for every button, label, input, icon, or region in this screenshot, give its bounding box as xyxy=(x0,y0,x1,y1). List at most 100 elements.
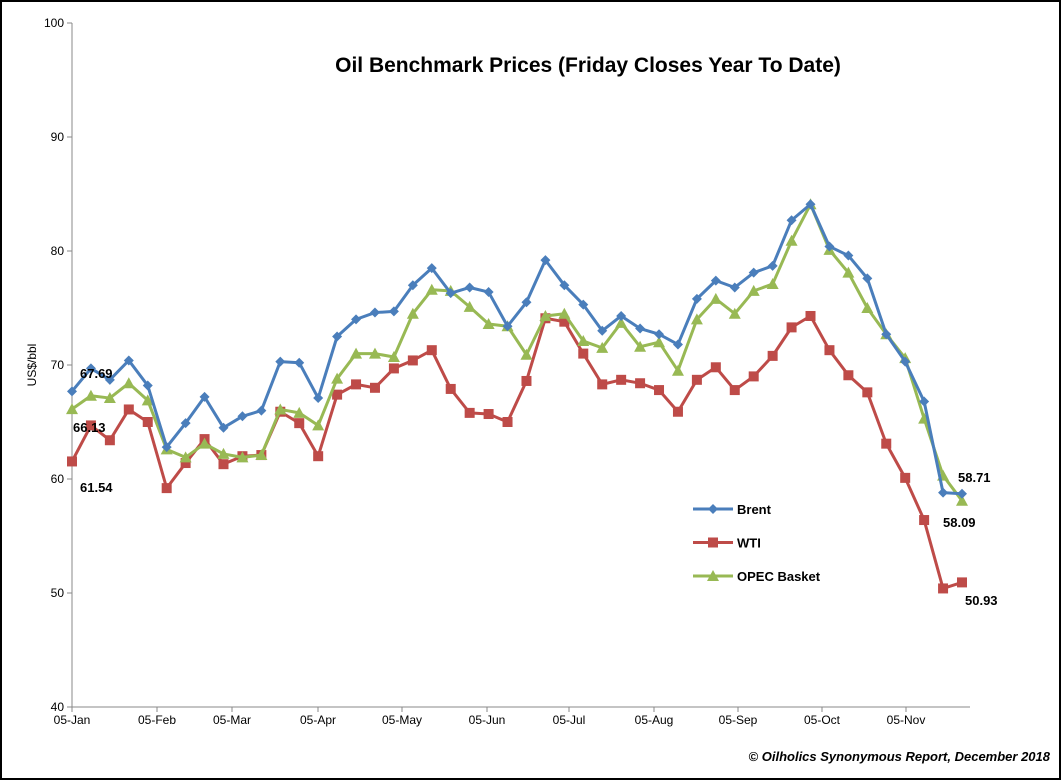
data-point-opec-basket xyxy=(615,316,628,328)
data-point-wti xyxy=(313,451,324,462)
data-point-opec-basket xyxy=(747,284,760,296)
credit-text: © Oilholics Synonymous Report, December … xyxy=(749,749,1051,764)
data-point-brent xyxy=(275,356,286,367)
data-point-opec-basket xyxy=(84,389,97,401)
legend-marker-brent xyxy=(708,504,718,514)
data-point-brent xyxy=(616,310,627,321)
x-tick-label: 05-Apr xyxy=(300,713,336,727)
x-tick-label: 05-Mar xyxy=(213,713,251,727)
data-point-brent xyxy=(559,280,570,291)
y-tick-label: 40 xyxy=(51,700,65,714)
data-label-wti-end: 50.93 xyxy=(965,593,998,608)
data-point-brent xyxy=(161,442,172,453)
data-point-brent xyxy=(218,422,229,433)
data-point-wti xyxy=(862,387,873,398)
data-point-brent xyxy=(521,297,532,308)
data-point-wti xyxy=(388,363,399,374)
y-tick-label: 80 xyxy=(51,244,65,258)
legend-label-wti: WTI xyxy=(737,536,761,551)
data-point-wti xyxy=(445,383,456,394)
data-point-brent xyxy=(578,299,589,310)
data-point-opec-basket xyxy=(596,341,609,353)
data-point-brent xyxy=(502,321,513,332)
chart-title: Oil Benchmark Prices (Friday Closes Year… xyxy=(335,54,841,77)
data-point-opec-basket xyxy=(236,451,249,463)
data-point-brent xyxy=(256,405,267,416)
y-tick-label: 50 xyxy=(51,586,65,600)
data-point-wti xyxy=(332,389,343,400)
data-point-wti xyxy=(426,345,437,356)
data-point-wti xyxy=(729,385,740,396)
legend-marker-wti xyxy=(708,537,718,548)
data-point-opec-basket xyxy=(179,451,192,463)
data-point-brent xyxy=(407,280,418,291)
data-point-brent xyxy=(426,263,437,274)
x-tick-label: 05-May xyxy=(382,713,422,727)
data-point-wti xyxy=(521,375,532,386)
data-point-wti xyxy=(104,435,115,446)
data-point-brent xyxy=(938,487,949,498)
data-point-opec-basket xyxy=(368,347,381,359)
data-point-opec-basket xyxy=(520,348,533,360)
data-point-brent xyxy=(332,331,343,342)
data-label-brent-end: 58.71 xyxy=(958,470,991,485)
data-point-brent xyxy=(67,386,77,397)
data-point-opec-basket xyxy=(956,494,968,506)
data-label-opec-start: 66.13 xyxy=(73,420,106,435)
x-tick-label: 05-Jun xyxy=(469,713,506,727)
y-tick-label: 100 xyxy=(44,16,64,30)
data-point-opec-basket xyxy=(274,403,287,415)
data-point-brent xyxy=(672,339,683,350)
x-tick-label: 05-Aug xyxy=(635,713,674,727)
data-point-brent xyxy=(123,355,134,366)
data-point-opec-basket xyxy=(350,347,363,359)
data-point-opec-basket xyxy=(66,403,78,415)
data-point-wti xyxy=(559,316,570,327)
data-point-wti xyxy=(672,406,683,417)
data-point-wti xyxy=(578,348,589,359)
data-point-brent xyxy=(748,267,759,278)
x-tick-label: 05-Oct xyxy=(804,713,841,727)
data-point-opec-basket xyxy=(482,317,495,329)
legend-label-opec-basket: OPEC Basket xyxy=(737,569,821,584)
data-point-opec-basket xyxy=(634,340,647,352)
data-point-wti xyxy=(85,420,96,431)
data-point-brent xyxy=(862,273,873,284)
data-point-wti xyxy=(938,583,949,594)
data-label-brent-start: 67.69 xyxy=(80,366,113,381)
data-point-brent xyxy=(881,329,892,340)
data-point-wti xyxy=(294,418,305,429)
data-point-wti xyxy=(691,374,702,385)
data-point-brent xyxy=(691,293,702,304)
data-point-opec-basket xyxy=(653,336,666,348)
data-point-brent xyxy=(710,275,721,286)
series-line-wti xyxy=(70,314,963,590)
series-wti xyxy=(67,310,967,594)
data-point-opec-basket xyxy=(425,283,438,295)
data-point-wti xyxy=(805,310,816,321)
data-point-wti xyxy=(218,459,229,470)
y-tick-label: 90 xyxy=(51,130,65,144)
data-point-opec-basket xyxy=(331,372,344,384)
data-point-brent xyxy=(919,396,930,407)
data-point-brent xyxy=(654,329,665,340)
data-point-opec-basket xyxy=(728,307,741,319)
data-point-opec-basket xyxy=(406,307,419,319)
data-point-wti xyxy=(748,371,759,382)
data-point-wti xyxy=(635,378,646,389)
legend-marker-opec-basket xyxy=(707,570,719,581)
data-point-brent xyxy=(369,307,380,318)
data-point-brent xyxy=(445,288,456,299)
data-point-wti xyxy=(597,379,608,390)
data-point-opec-basket xyxy=(141,394,154,406)
data-point-opec-basket xyxy=(312,419,325,431)
data-point-brent xyxy=(635,323,646,334)
data-point-opec-basket xyxy=(217,447,230,459)
data-point-brent xyxy=(142,380,153,391)
data-point-brent xyxy=(199,391,210,402)
series-brent xyxy=(67,199,967,499)
data-point-brent xyxy=(957,488,967,499)
data-point-opec-basket xyxy=(842,266,855,278)
